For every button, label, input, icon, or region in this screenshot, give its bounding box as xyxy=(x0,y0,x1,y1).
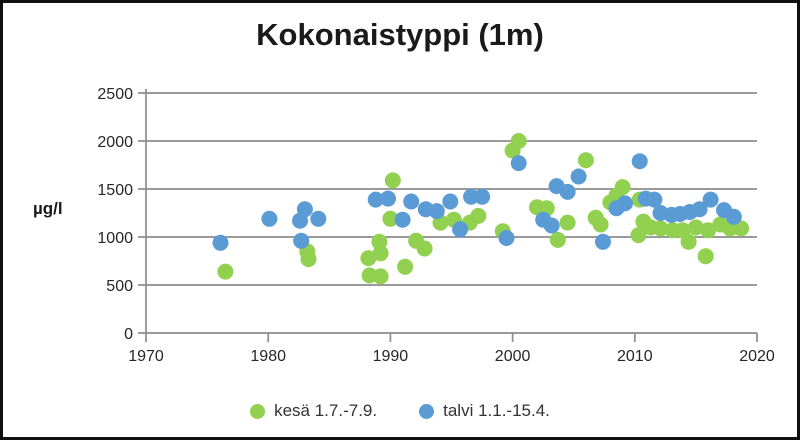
talvi-legend-label: talvi 1.1.-15.4. xyxy=(443,401,550,420)
x-tick-label-2020: 2020 xyxy=(739,348,775,365)
data-point[interactable] xyxy=(442,193,459,210)
x-tick-label-2000: 2000 xyxy=(495,348,531,365)
data-point[interactable] xyxy=(293,232,310,249)
data-point[interactable] xyxy=(543,217,560,234)
x-tick-label-2010: 2010 xyxy=(617,348,653,365)
data-point[interactable] xyxy=(474,188,491,205)
data-point[interactable] xyxy=(549,231,566,248)
data-point[interactable] xyxy=(510,155,527,172)
data-point[interactable] xyxy=(631,153,648,170)
kesa-legend-label: kesä 1.7.-7.9. xyxy=(274,401,378,420)
legend: kesä 1.7.-7.9. talvi 1.1.-15.4. xyxy=(3,401,797,421)
data-point[interactable] xyxy=(577,152,594,169)
data-point[interactable] xyxy=(570,168,587,185)
data-point[interactable] xyxy=(212,234,229,251)
series-kesa xyxy=(217,133,750,285)
data-point[interactable] xyxy=(559,214,576,231)
data-point[interactable] xyxy=(697,248,714,265)
scatter-plot-canvas: 0 500 1000 1500 2000 2500 1970 1980 1990 2000 2010… xyxy=(97,86,775,365)
legend-item-talvi[interactable]: talvi 1.1.-15.4. xyxy=(419,401,550,421)
kesa-marker-icon xyxy=(250,403,266,419)
data-point[interactable] xyxy=(646,191,663,208)
data-point[interactable] xyxy=(372,268,389,285)
data-point[interactable] xyxy=(614,179,631,196)
data-point[interactable] xyxy=(725,208,742,225)
y-tick-label-2000: 2000 xyxy=(97,134,133,151)
data-point[interactable] xyxy=(360,250,377,267)
data-point[interactable] xyxy=(217,263,234,280)
y-tick-label-0: 0 xyxy=(124,326,133,343)
legend-item-kesa[interactable]: kesä 1.7.-7.9. xyxy=(250,401,377,421)
y-tick-label-2500: 2500 xyxy=(97,86,133,103)
data-point[interactable] xyxy=(463,188,480,205)
y-tick-label-1000: 1000 xyxy=(97,230,133,247)
data-point[interactable] xyxy=(595,233,611,250)
data-point[interactable] xyxy=(691,201,708,218)
series-talvi xyxy=(212,153,742,251)
data-point[interactable] xyxy=(687,219,704,236)
data-point[interactable] xyxy=(498,230,515,246)
y-tick-label-1500: 1500 xyxy=(97,182,133,199)
data-point[interactable] xyxy=(592,216,609,233)
x-tick-label-1980: 1980 xyxy=(250,348,286,365)
data-point[interactable] xyxy=(617,195,633,212)
x-tick-label-1990: 1990 xyxy=(373,348,409,365)
data-point[interactable] xyxy=(371,233,388,250)
data-point[interactable] xyxy=(702,191,719,208)
data-point[interactable] xyxy=(382,210,399,227)
chart-title: Kokonaistyppi (1m) xyxy=(256,17,544,52)
data-point[interactable] xyxy=(403,193,420,210)
data-point[interactable] xyxy=(452,221,469,238)
data-point[interactable] xyxy=(559,183,576,200)
data-point[interactable] xyxy=(380,190,396,207)
data-point[interactable] xyxy=(680,233,697,250)
y-axis-label: µg/l xyxy=(33,199,63,218)
data-point[interactable] xyxy=(261,210,278,227)
data-point[interactable] xyxy=(310,210,327,227)
data-point[interactable] xyxy=(300,251,317,268)
data-point[interactable] xyxy=(652,220,669,237)
y-tick-label-500: 500 xyxy=(106,278,133,295)
data-point[interactable] xyxy=(384,172,401,189)
data-point[interactable] xyxy=(416,240,433,257)
data-point[interactable] xyxy=(367,191,384,208)
data-point[interactable] xyxy=(372,245,389,262)
data-point[interactable] xyxy=(296,201,313,218)
data-point[interactable] xyxy=(428,203,445,220)
data-point[interactable] xyxy=(733,220,750,237)
talvi-marker-icon xyxy=(419,403,435,419)
x-tick-label-1970: 1970 xyxy=(128,348,164,365)
data-point[interactable] xyxy=(510,133,527,149)
data-point[interactable] xyxy=(394,211,411,228)
data-point[interactable] xyxy=(700,222,717,239)
data-point[interactable] xyxy=(470,207,487,224)
data-point[interactable] xyxy=(630,227,647,244)
data-point[interactable] xyxy=(397,258,414,275)
